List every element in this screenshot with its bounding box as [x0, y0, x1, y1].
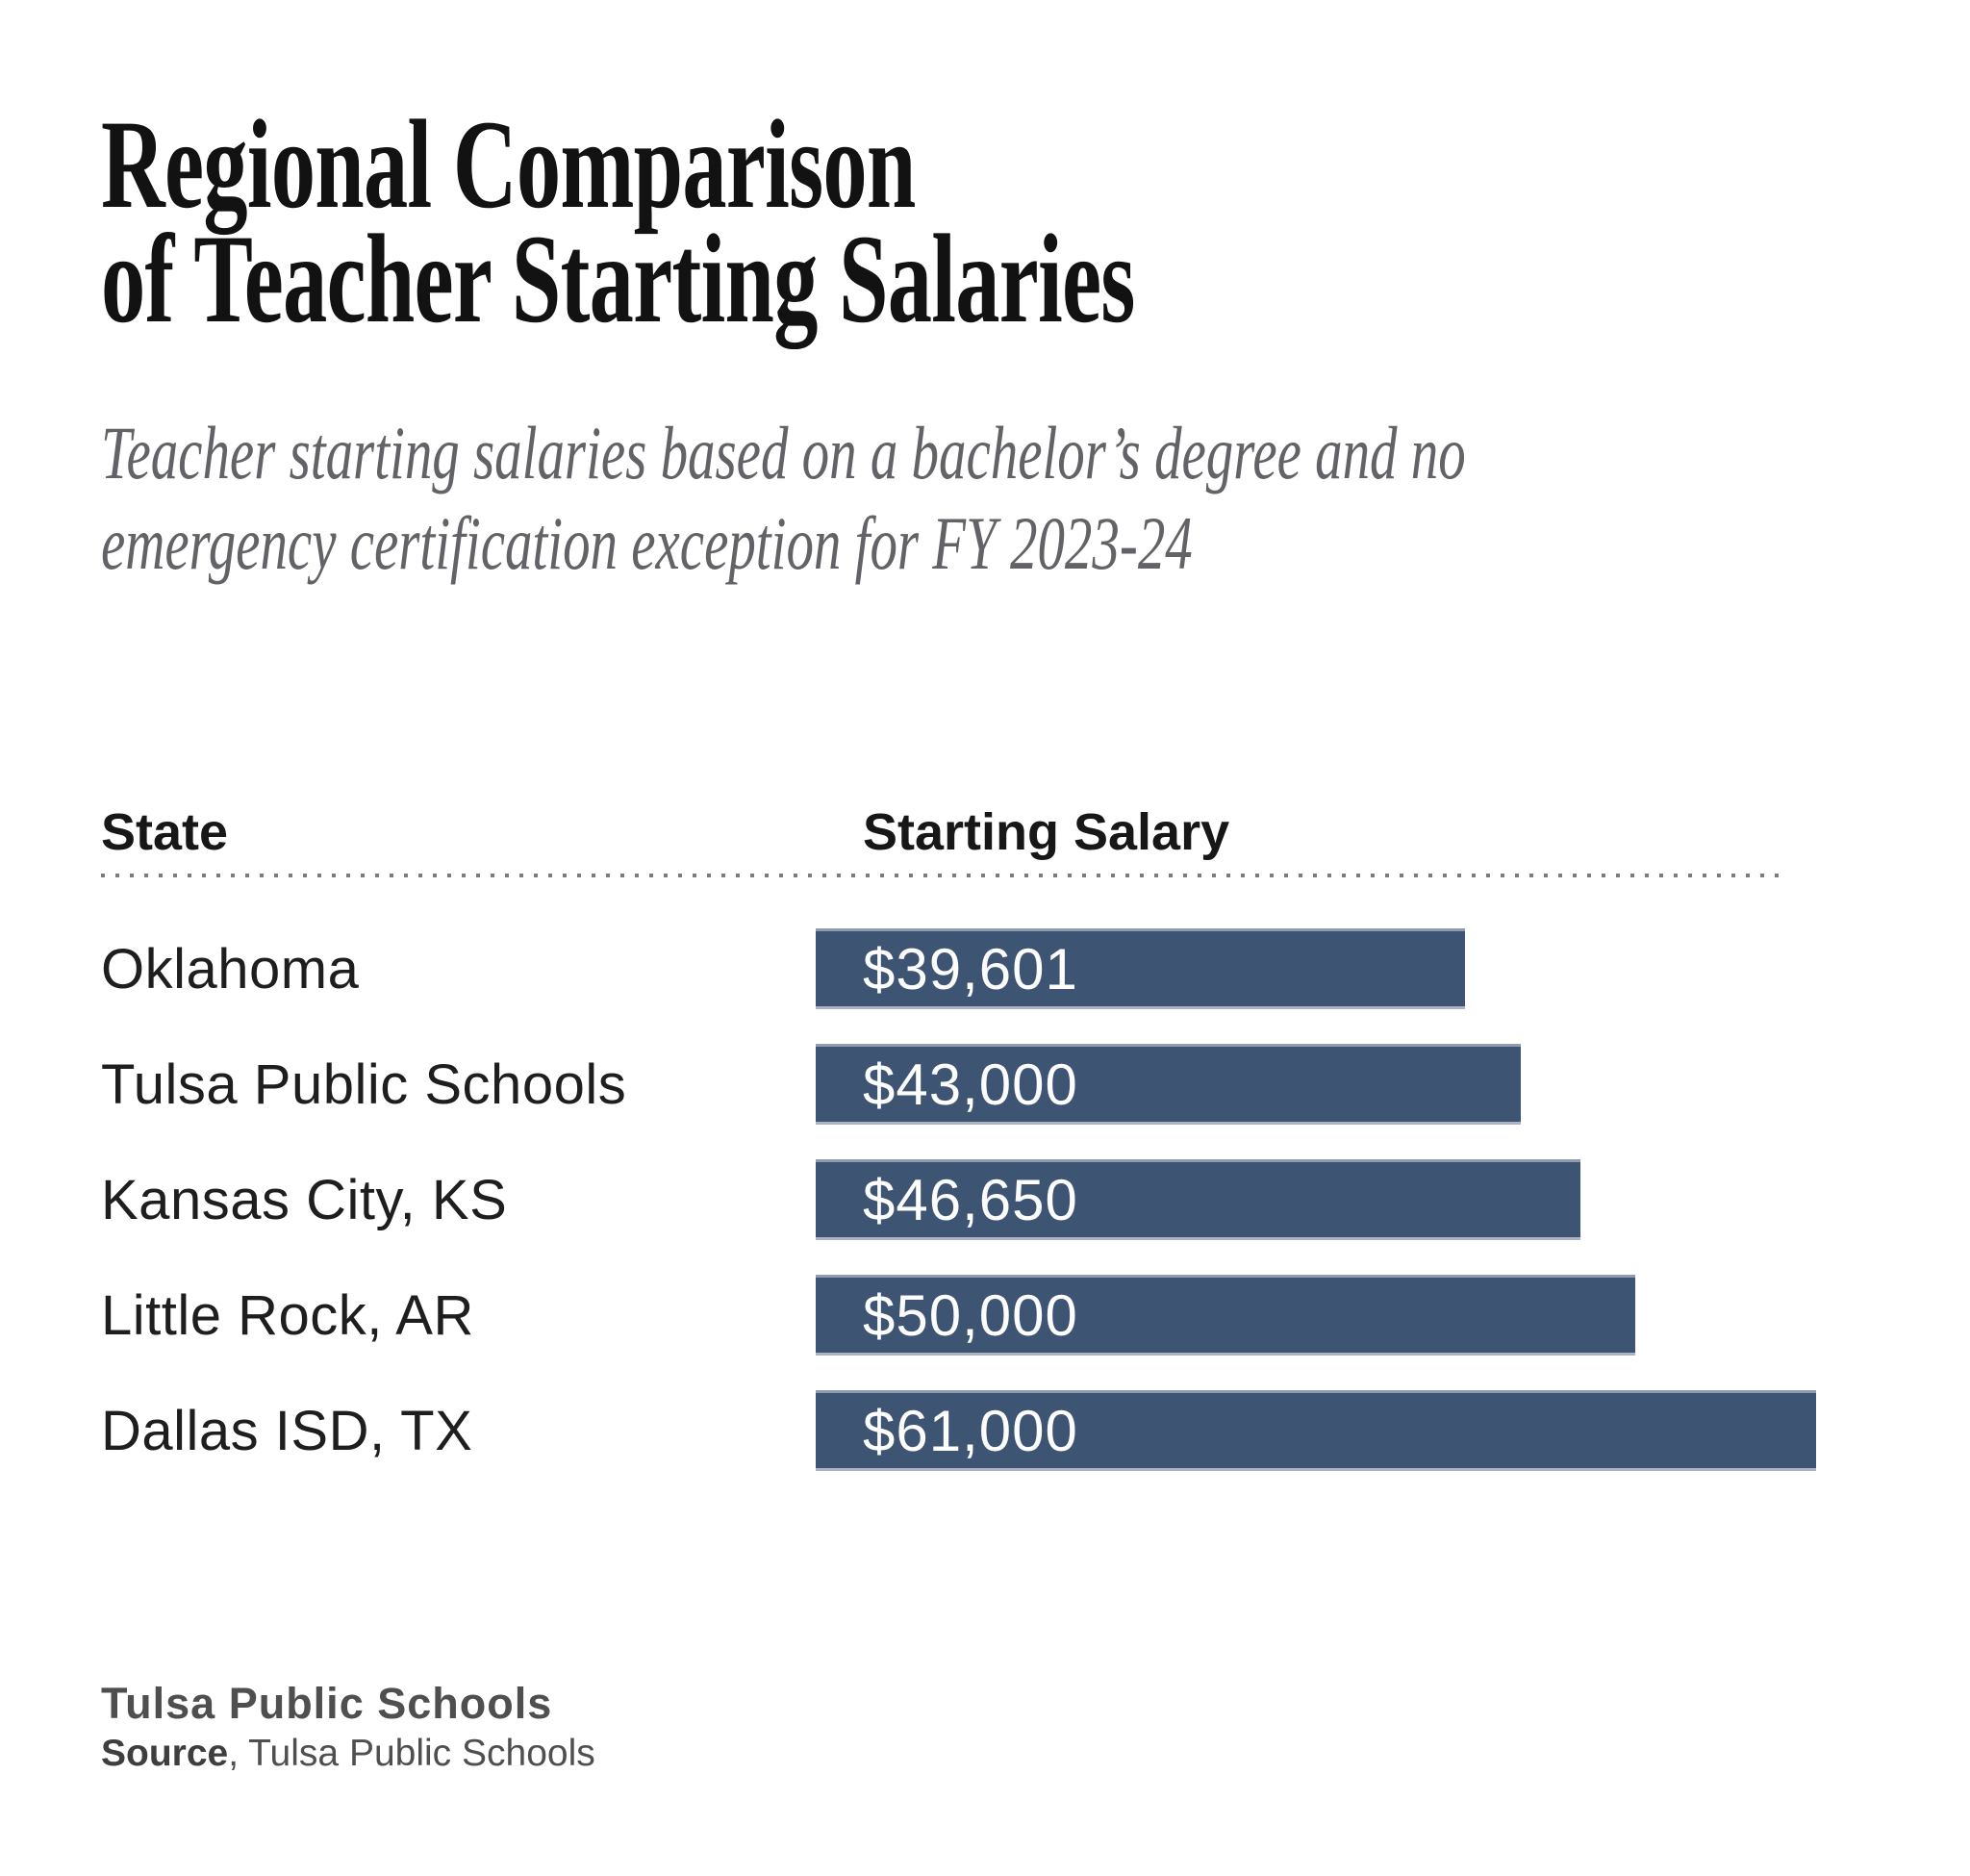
page-title-line-2: of Teacher Starting Salaries [101, 207, 1135, 349]
page-subtitle: Teacher starting salaries based on a bac… [101, 408, 1466, 590]
page-subtitle-line-1: Teacher starting salaries based on a bac… [101, 411, 1466, 494]
salary-bar: $46,650 [816, 1159, 1580, 1240]
column-header-state: State [101, 803, 229, 861]
bar-value-label: $50,000 [863, 1282, 1078, 1348]
salary-bar: $39,601 [816, 928, 1465, 1009]
footer-brand: Tulsa Public Schools [101, 1679, 553, 1728]
page-subtitle-line-2: emergency certification exception for FY… [101, 501, 1193, 586]
table-row: Dallas ISD, TX $61,000 [0, 1390, 1970, 1471]
source-text: , Tulsa Public Schools [228, 1733, 595, 1774]
salary-bar: $50,000 [816, 1275, 1635, 1356]
table-row: Little Rock, AR $50,000 [0, 1275, 1970, 1356]
page-title-line-1: Regional Comparison [101, 93, 916, 235]
row-label: Kansas City, KS [101, 1168, 508, 1231]
page-title: Regional Comparison of Teacher Starting … [101, 93, 1135, 349]
column-header-starting-salary: Starting Salary [863, 803, 1230, 861]
bar-value-label: $43,000 [863, 1052, 1078, 1117]
row-label: Little Rock, AR [101, 1283, 474, 1347]
salary-bar: $61,000 [816, 1390, 1816, 1471]
header-divider [101, 874, 1786, 877]
row-label: Tulsa Public Schools [101, 1052, 627, 1116]
row-label: Dallas ISD, TX [101, 1399, 473, 1462]
footer-source: Source, Tulsa Public Schools [101, 1733, 595, 1775]
source-label: Source [101, 1733, 229, 1774]
table-row: Oklahoma $39,601 [0, 928, 1970, 1009]
row-label: Oklahoma [101, 937, 360, 1001]
table-row: Kansas City, KS $46,650 [0, 1159, 1970, 1240]
table-row: Tulsa Public Schools $43,000 [0, 1044, 1970, 1125]
bar-value-label: $46,650 [863, 1167, 1078, 1232]
bar-value-label: $61,000 [863, 1398, 1078, 1463]
salary-bar: $43,000 [816, 1044, 1521, 1125]
bar-value-label: $39,601 [863, 936, 1078, 1001]
